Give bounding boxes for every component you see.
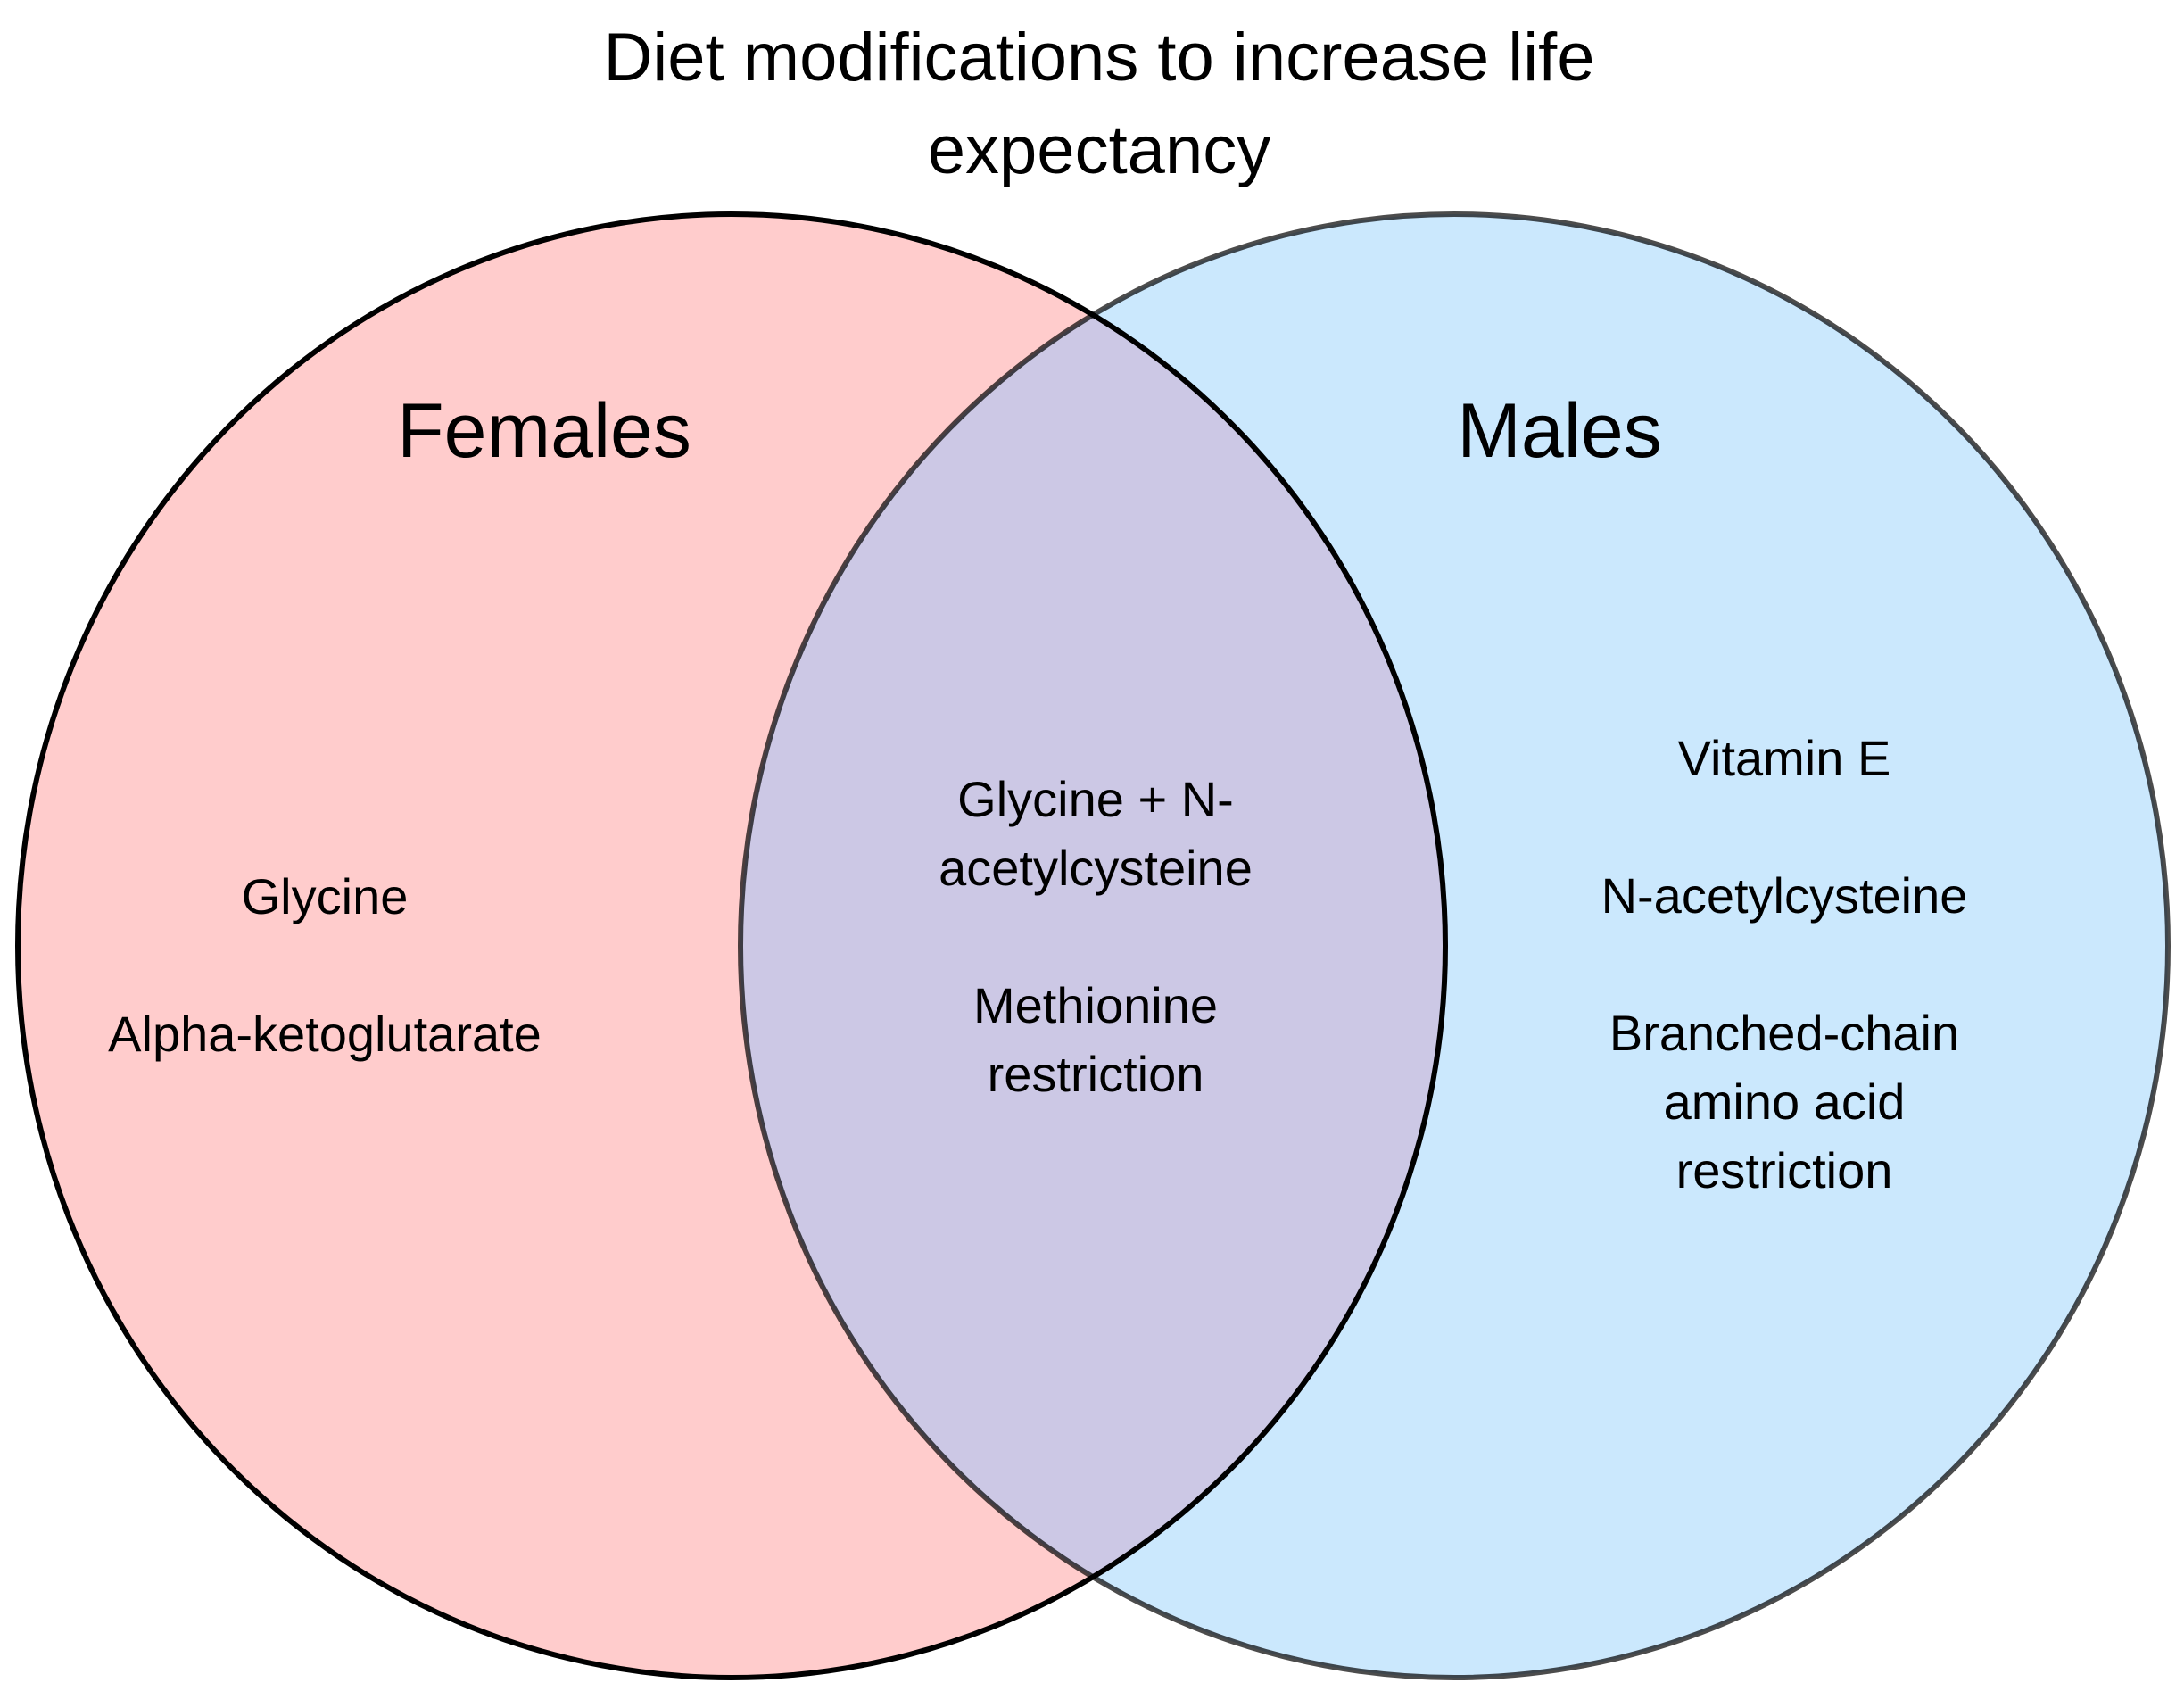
overlap-items: Glycine + N- acetylcysteine Methionine r… xyxy=(939,771,1253,1102)
overlap-region-fill xyxy=(740,214,1445,1678)
females-items: Glycine Alpha-ketoglutarate xyxy=(108,868,542,1062)
females-circle-outline xyxy=(15,211,1448,1680)
overlap-item-line: Methionine xyxy=(973,977,1218,1033)
females-item: Glycine xyxy=(242,868,409,924)
males-item-line: Vitamin E xyxy=(1678,730,1891,786)
title-line: Diet modifications to increase life xyxy=(604,20,1595,95)
overlap-item-line: Glycine + N- xyxy=(957,771,1234,827)
overlap-item-line: restriction xyxy=(988,1046,1204,1102)
overlap-item-line: acetylcysteine xyxy=(939,840,1253,896)
males-circle-outline xyxy=(738,211,2171,1680)
diagram-title: Diet modifications to increase life expe… xyxy=(604,20,1595,188)
males-item-line: amino acid xyxy=(1664,1073,1906,1130)
females-item: Alpha-ketoglutarate xyxy=(108,1006,542,1062)
males-item-line: restriction xyxy=(1676,1142,1893,1198)
title-line: expectancy xyxy=(928,112,1270,188)
males-items: Vitamin E N-acetylcysteine Branched-chai… xyxy=(1601,730,1968,1198)
males-item-line: N-acetylcysteine xyxy=(1601,867,1968,924)
females-label: Females xyxy=(397,388,691,474)
males-item-line: Branched-chain xyxy=(1609,1005,1959,1061)
males-label: Males xyxy=(1457,388,1661,474)
